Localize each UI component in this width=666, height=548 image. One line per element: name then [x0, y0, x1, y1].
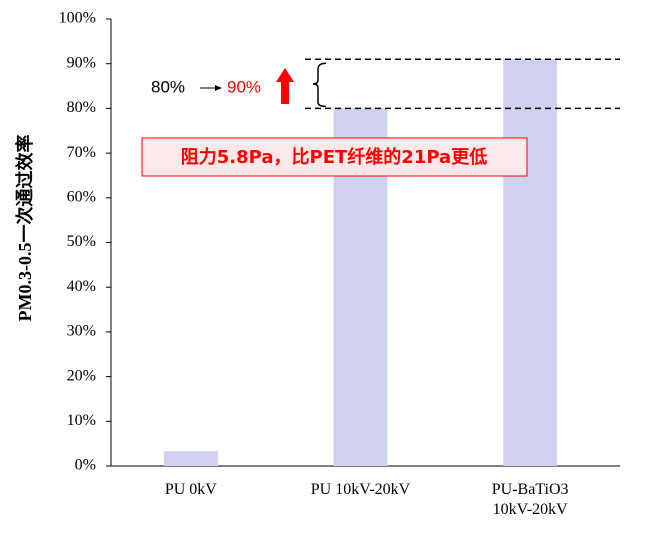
y-tick-label: 80% [67, 99, 96, 116]
y-tick-label: 90% [67, 54, 96, 71]
brace [312, 62, 327, 108]
up-arrow [276, 68, 294, 104]
y-tick-label: 40% [67, 278, 96, 295]
annotation-from: 80% [151, 77, 185, 96]
y-tick-label: 20% [67, 367, 96, 384]
x-tick-label: PU 0kV [164, 481, 217, 498]
y-tick-label: 10% [67, 412, 96, 429]
y-tick-label: 60% [67, 188, 96, 205]
y-axis-label: PM0.3-0.5一次通过效率 [14, 135, 35, 322]
y-tick-label: 30% [67, 323, 96, 340]
y-tick-label: 0% [75, 457, 96, 474]
x-tick-label: PU-BaTiO3 10kV-20kV [491, 481, 569, 518]
y-tick-label: 100% [59, 10, 96, 27]
arrow-head [215, 85, 222, 91]
bar [163, 451, 218, 466]
note-box [141, 137, 528, 177]
bar [503, 59, 558, 466]
x-tick-label: PU 10kV-20kV [310, 481, 411, 498]
note-text: 阻力5.8Pa，比PET纤维的21Pa更低 [181, 146, 487, 168]
y-tick-label: 70% [67, 144, 96, 161]
annotation-to: 90% [227, 77, 261, 96]
y-tick-label: 50% [67, 233, 96, 250]
